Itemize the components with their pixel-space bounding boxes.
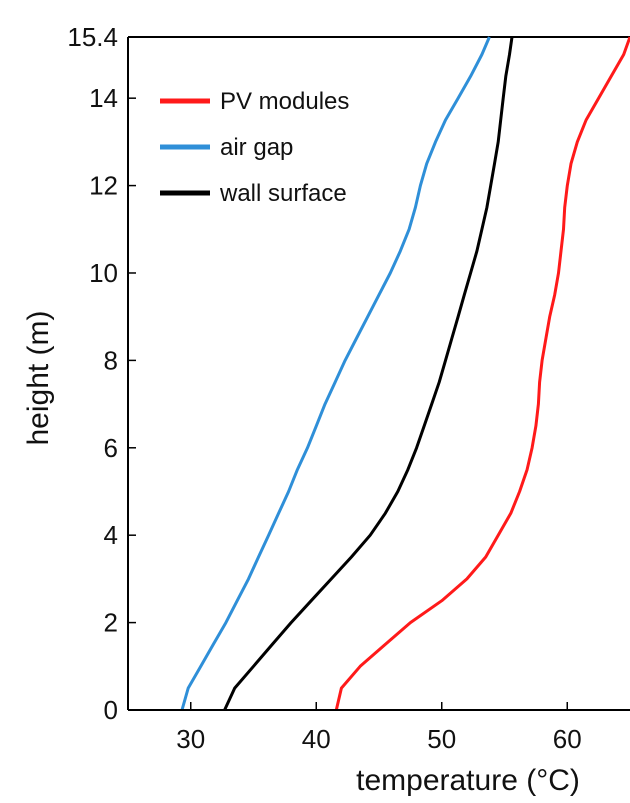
- y-tick-label: 15.4: [67, 22, 118, 52]
- y-tick-label: 12: [89, 171, 118, 201]
- y-tick-label: 10: [89, 258, 118, 288]
- x-tick-label: 40: [302, 724, 331, 754]
- legend-label: air gap: [220, 134, 293, 161]
- series-line-wall-surface: [223, 36, 514, 711]
- y-axis: 0 2 4 6 8 10 12 14 15.4: [67, 22, 136, 725]
- series-line-air-gap: [180, 36, 491, 711]
- legend: PV modules air gap wall surface: [160, 88, 349, 207]
- legend-label: wall surface: [219, 180, 347, 207]
- y-axis-label: height (m): [22, 310, 55, 445]
- plot-area: [128, 36, 630, 711]
- x-axis: 30 40 50 60: [128, 702, 630, 754]
- y-tick-label: 2: [104, 608, 118, 638]
- x-tick-label: 30: [176, 724, 205, 754]
- y-tick-label: 8: [104, 345, 118, 375]
- legend-label: PV modules: [220, 88, 349, 115]
- x-tick-label: 50: [427, 724, 456, 754]
- x-tick-label: 60: [553, 724, 582, 754]
- x-axis-label: temperature (°C): [356, 764, 580, 797]
- y-tick-label: 6: [104, 433, 118, 463]
- y-tick-label: 0: [104, 695, 118, 725]
- y-tick-label: 14: [89, 83, 118, 113]
- y-tick-label: 4: [104, 520, 118, 550]
- series-line-pv-modules: [334, 36, 630, 711]
